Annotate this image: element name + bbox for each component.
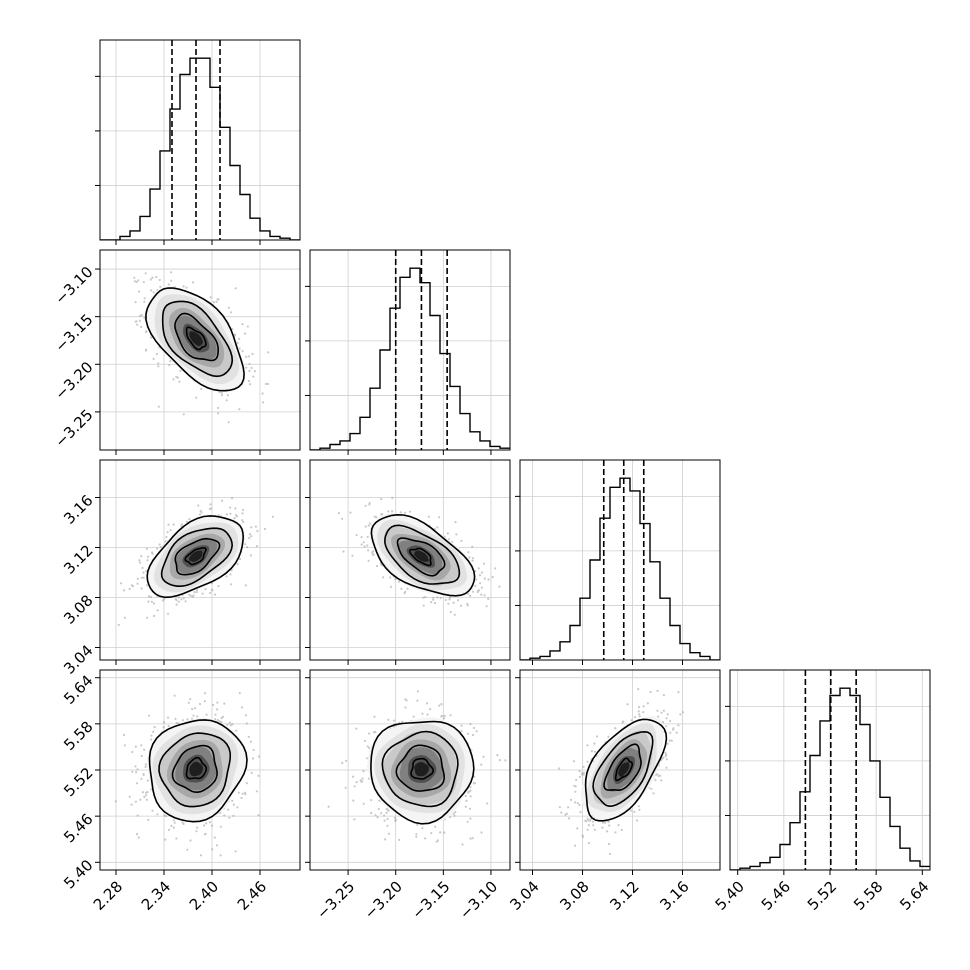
density-level [618,762,630,777]
x-tick-label: 5.46 [758,878,794,914]
density-level [189,761,203,777]
panel-content [310,670,510,870]
panel-frame [309,249,511,451]
panel-3-2 [515,669,721,875]
contour-3 [185,756,208,780]
panel-content [100,460,300,660]
panel-frame [309,459,511,661]
density-level [188,550,203,562]
x-tick-label: 5.58 [850,878,886,914]
y-tick-label: −3.25 [51,406,96,451]
contour-0 [145,287,245,392]
contour-1 [381,730,459,808]
contour-2 [174,537,221,576]
panel-2-0 [95,459,301,665]
y-tick-label: −3.20 [51,358,96,403]
contour-1 [161,300,234,378]
panel-content [100,40,300,240]
panel-content [310,460,510,660]
y-tick-label: 3.12 [60,541,96,577]
contour-2 [603,743,642,791]
contour-0 [584,718,668,822]
x-tick-label: 3.16 [656,878,692,914]
panel-3-1 [305,669,511,875]
panel-frame [519,669,721,871]
density-level [189,331,203,346]
contour-0 [148,719,248,823]
x-tick-label: 5.40 [712,878,748,914]
x-tick-label: 3.04 [506,878,542,914]
panel-content [520,460,720,660]
x-tick-label: 5.52 [804,878,840,914]
contour-0 [146,515,245,599]
panel-content [100,250,300,450]
y-tick-label: 5.46 [60,810,96,846]
panel-content [730,670,930,870]
contour-1 [592,730,654,808]
contour-3 [410,757,435,780]
y-tick-label: 3.16 [60,491,96,527]
x-tick-label: −3.10 [456,878,501,923]
panel-3-0 [95,669,301,875]
x-tick-label: −3.20 [361,878,406,923]
histogram-2 [520,477,720,660]
x-tick-label: 2.28 [90,878,126,914]
density-level [414,550,429,562]
y-tick-label: 3.04 [60,641,96,677]
histogram-1 [310,267,510,450]
panel-content [310,250,510,450]
contour-2 [171,744,218,794]
panel-frame [99,669,301,871]
x-tick-label: 2.40 [186,878,222,914]
y-tick-label: −3.15 [51,310,96,355]
y-tick-label: 5.58 [60,718,96,754]
density-level [414,762,429,777]
histogram-0 [100,57,300,240]
contour-3 [185,326,207,351]
panel-2-1 [305,459,511,665]
panel-1-1 [305,249,511,455]
x-tick-label: 5.64 [896,878,932,914]
panel-content [100,670,300,870]
panel-1-0 [95,249,301,455]
panel-3-3 [725,669,931,875]
panel-content [520,670,720,870]
y-tick-label: 5.64 [60,672,96,708]
contour-1 [384,524,461,585]
y-tick-label: 5.40 [60,856,96,892]
panel-frame [99,459,301,661]
x-tick-label: 2.34 [138,878,174,914]
x-tick-label: −3.15 [408,878,453,923]
x-tick-label: 3.12 [606,878,642,914]
panel-frame [99,39,301,241]
contour-3 [614,757,634,782]
panel-frame [99,249,301,451]
contour-2 [395,744,446,792]
y-tick-label: −3.10 [51,263,96,308]
panel-0-0 [95,39,301,245]
y-tick-label: 3.08 [60,591,96,627]
x-tick-label: 2.46 [234,878,270,914]
panel-2-2 [515,459,721,665]
x-tick-label: −3.25 [313,878,358,923]
x-tick-label: 3.08 [556,878,592,914]
contour-2 [174,312,220,362]
contour-3 [184,547,207,566]
panel-frame [519,459,721,661]
panel-frame [309,669,511,871]
contour-2 [396,537,446,577]
contour-3 [408,547,432,567]
contour-1 [158,732,231,808]
contour-0 [370,513,476,597]
contour-1 [160,527,234,587]
contour-0 [370,720,475,825]
y-tick-label: 5.52 [60,764,96,800]
